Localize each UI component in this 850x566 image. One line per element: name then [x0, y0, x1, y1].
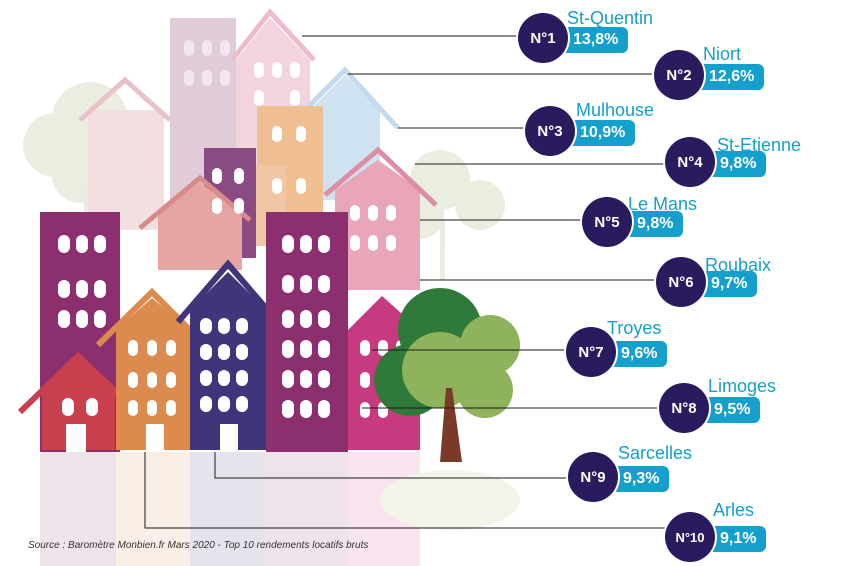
- rank-badge: N°8: [659, 383, 709, 433]
- rank-badge: N°4: [665, 137, 715, 187]
- rank-badge: N°10: [665, 512, 715, 562]
- reflection: [40, 452, 520, 566]
- city-label: Limoges: [708, 376, 777, 396]
- city-label: St-Quentin: [567, 8, 654, 28]
- city-label: Niort: [703, 44, 742, 64]
- city-label: Le Mans: [628, 194, 698, 214]
- rank-badge: N°9: [568, 452, 618, 502]
- tree-icon: [374, 288, 520, 462]
- rank-badge: N°6: [656, 257, 706, 307]
- source-note: Source : Baromètre Monbien.fr Mars 2020 …: [28, 540, 369, 551]
- rank-badge: N°3: [525, 106, 575, 156]
- rank-badge: N°1: [518, 13, 568, 63]
- building-windows: [58, 40, 406, 452]
- city-label: Arles: [713, 500, 755, 520]
- city-label: Mulhouse: [576, 100, 655, 120]
- city-label: Troyes: [607, 318, 662, 338]
- rank-badge: N°7: [566, 327, 616, 377]
- city-label: Sarcelles: [618, 443, 693, 463]
- rank-badge: N°2: [654, 50, 704, 100]
- rank-badge: N°5: [582, 197, 632, 247]
- city-label: St-Etienne: [717, 135, 802, 155]
- connector-lines: [144, 35, 678, 529]
- city-label: Roubaix: [705, 255, 772, 275]
